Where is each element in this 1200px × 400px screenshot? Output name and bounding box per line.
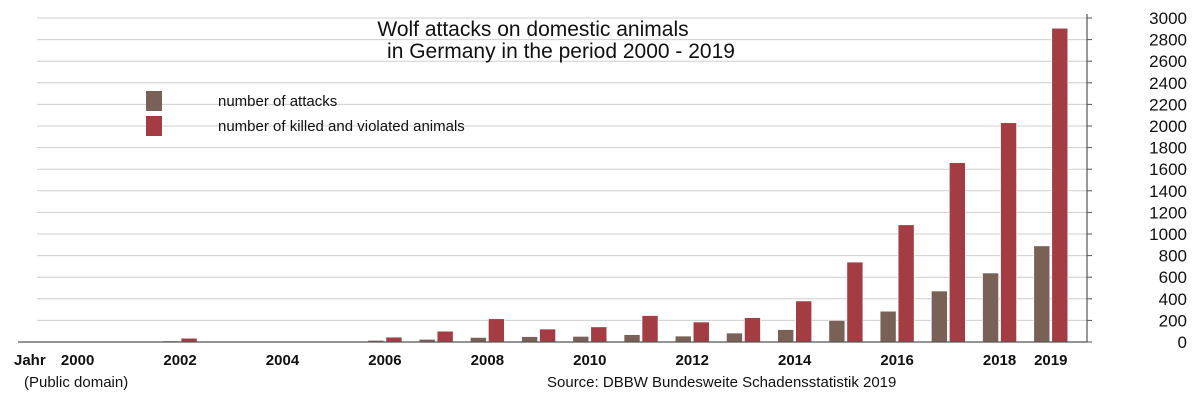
x-tick-label-2018: 2018: [983, 352, 1016, 369]
x-tick-label-2002: 2002: [163, 352, 196, 369]
x-tick-label-2012: 2012: [676, 352, 709, 369]
bar-killed-2011: [641, 315, 659, 343]
bar-killed-2010: [590, 326, 608, 343]
bar-killed-2017: [949, 162, 966, 343]
y-tick-label-800: 800: [1159, 247, 1187, 266]
legend-label-attacks: number of attacks: [218, 93, 337, 110]
y-tick-label-1000: 1000: [1149, 225, 1187, 244]
x-axis-ticks: 2000 2002 2004 2006 2008 2010 2012 2014 2016 2018…: [61, 352, 1068, 369]
bar-killed-2019: [1051, 27, 1069, 343]
y-tick-label-200: 200: [1159, 311, 1187, 330]
bar-attacks-2011: [623, 334, 641, 343]
axes: [18, 14, 1088, 343]
y-tick-label-1600: 1600: [1149, 160, 1187, 179]
bar-attacks-2019: [1033, 245, 1051, 343]
y-tick-label-1800: 1800: [1149, 139, 1187, 158]
source-note: Source: DBBW Bundesweite Schadensstatist…: [547, 374, 896, 391]
bars: [162, 27, 1069, 343]
public-domain-note: (Public domain): [24, 374, 128, 391]
y-tick-label-2600: 2600: [1149, 52, 1187, 71]
bar-killed-2009: [539, 328, 556, 343]
bar-attacks-2010: [572, 336, 590, 343]
gridlines: [37, 17, 1087, 321]
bar-killed-2014: [795, 300, 812, 343]
x-tick-label-2006: 2006: [368, 352, 401, 369]
bar-killed-2018: [1000, 122, 1017, 343]
bar-killed-2016: [897, 224, 915, 343]
y-tick-label-400: 400: [1159, 290, 1187, 309]
bar-attacks-2016: [879, 310, 897, 343]
bar-attacks-2008: [470, 337, 487, 343]
bar-killed-2006: [385, 336, 403, 343]
y-tick-label-600: 600: [1159, 268, 1187, 287]
x-tick-label-2019: 2019: [1034, 352, 1067, 369]
legend-swatch-killed: [146, 116, 162, 136]
y-tick-label-2800: 2800: [1149, 31, 1187, 50]
legend: number of attacks number of killed and v…: [146, 91, 465, 136]
bar-killed-2007: [436, 330, 454, 343]
x-tick-label-2010: 2010: [573, 352, 606, 369]
x-tick-label-2014: 2014: [778, 352, 812, 369]
bar-attacks-2018: [982, 272, 999, 343]
y-tick-label-2400: 2400: [1149, 74, 1187, 93]
legend-label-killed: number of killed and violated animals: [218, 118, 465, 135]
bar-killed-2008: [488, 318, 505, 343]
x-tick-label-2000: 2000: [61, 352, 94, 369]
y-tick-label-3000: 3000: [1149, 9, 1187, 28]
x-tick-label-2008: 2008: [471, 352, 504, 369]
chart-title-line-1: Wolf attacks on domestic animals: [377, 18, 688, 41]
y-tick-label-1200: 1200: [1149, 203, 1187, 222]
y-tick-label-0: 0: [1178, 333, 1187, 352]
bar-killed-2013: [744, 317, 761, 343]
bar-attacks-2013: [726, 332, 743, 343]
bar-attacks-2012: [674, 335, 692, 343]
y-tick-label-2200: 2200: [1149, 95, 1187, 114]
bar-killed-2012: [692, 321, 710, 343]
y-tick-label-2000: 2000: [1149, 117, 1187, 136]
chart-title-line-2: in Germany in the period 2000 - 2019: [387, 40, 735, 63]
x-tick-label-2016: 2016: [880, 352, 913, 369]
bar-attacks-2015: [828, 320, 846, 343]
bar-attacks-2009: [521, 336, 538, 343]
y-axis-ticks: 0 200 400 600 800 1000 1200 1400 1600 1800 2000 220…: [1087, 9, 1187, 352]
x-tick-label-2004: 2004: [266, 352, 300, 369]
bar-attacks-2014: [777, 329, 794, 343]
bar-attacks-2017: [931, 290, 948, 343]
y-tick-label-1400: 1400: [1149, 182, 1187, 201]
legend-swatch-attacks: [146, 91, 162, 111]
x-axis-label: Jahr: [14, 352, 46, 369]
bar-killed-2015: [846, 261, 864, 343]
